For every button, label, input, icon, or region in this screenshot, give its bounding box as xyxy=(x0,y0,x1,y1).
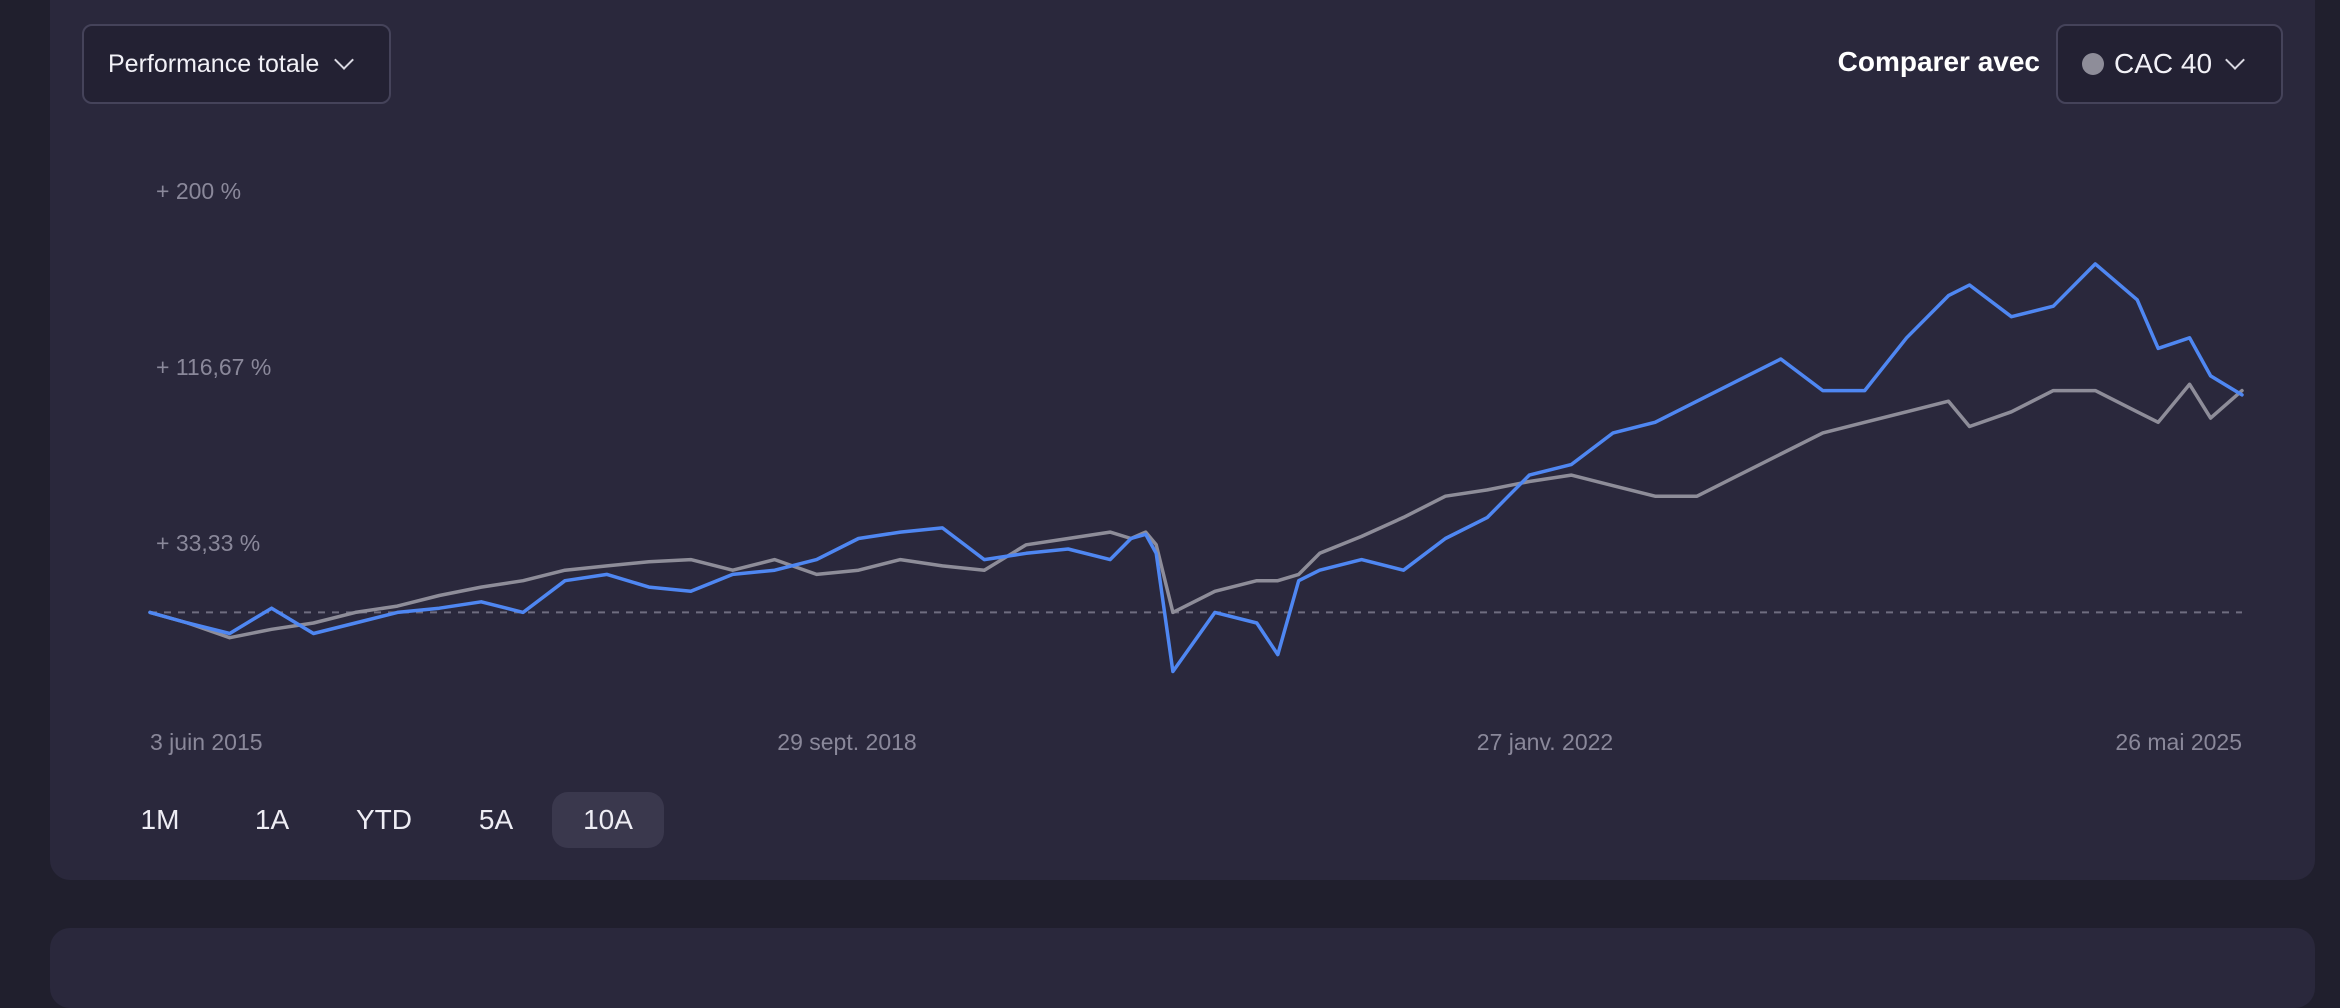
compare-dropdown-value: CAC 40 xyxy=(2114,48,2213,79)
fund-series-line xyxy=(148,262,2244,674)
metric-dropdown-label: Performance totale xyxy=(108,49,320,78)
x-tick-label: 27 janv. 2022 xyxy=(1477,729,1613,755)
range-button-ytd[interactable]: YTD xyxy=(356,804,412,835)
y-tick-label: + 116,67 % xyxy=(156,354,271,380)
range-button-1m[interactable]: 1M xyxy=(140,804,180,835)
y-tick-label: + 33,33 % xyxy=(156,530,260,556)
y-tick-label: + 200 % xyxy=(156,178,241,204)
x-tick-label: 29 sept. 2018 xyxy=(777,729,916,755)
range-selector: 1M 1A YTD 5A 10A xyxy=(104,792,664,848)
range-button-5a[interactable]: 5A xyxy=(478,804,514,835)
x-tick-label: 26 mai 2025 xyxy=(2115,729,2242,755)
x-tick-label: 3 juin 2015 xyxy=(150,729,263,755)
range-button-1a[interactable]: 1A xyxy=(254,804,290,835)
chart-card xyxy=(50,0,2315,880)
compare-label: Comparer avec xyxy=(1837,46,2040,77)
range-button-10a[interactable]: 10A xyxy=(552,792,664,848)
metric-dropdown[interactable]: Performance totale xyxy=(82,24,391,104)
next-card xyxy=(50,928,2315,1008)
performance-chart: + 200 % + 116,67 % + 33,33 % 3 juin 2015 29 … xyxy=(148,178,2244,755)
compare-dropdown[interactable]: CAC 40 xyxy=(2056,24,2283,104)
index-series-line xyxy=(148,382,2244,640)
index-color-dot-icon xyxy=(2082,53,2104,75)
